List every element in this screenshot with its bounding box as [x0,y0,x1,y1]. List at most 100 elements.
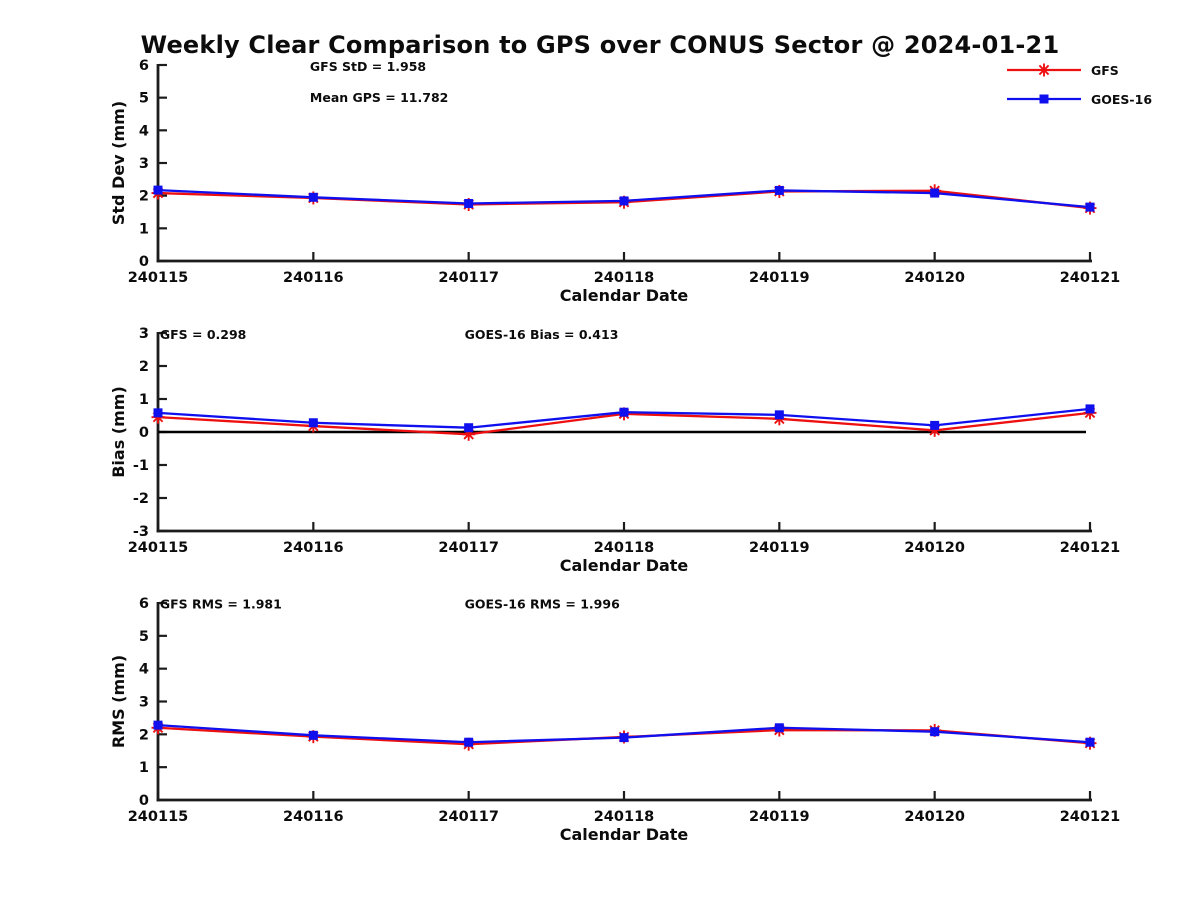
goes-16-marker [930,727,940,737]
y-tick-label: 5 [139,91,149,107]
x-tick-label: 240119 [749,540,810,556]
rms-annotation-1: GOES-16 RMS = 1.996 [465,597,620,612]
goes-16-marker [930,420,940,430]
y-tick-label: 0 [139,425,149,441]
y-tick-label: 1 [139,221,149,237]
x-tick-label: 240117 [438,270,499,286]
legend-label-goes16: GOES-16 [1091,91,1153,107]
goes-16-marker [1085,737,1095,747]
y-tick-label: 4 [139,123,149,139]
x-tick-label: 240121 [1060,809,1121,825]
x-tick-label: 240115 [128,809,189,825]
goes-16-marker [308,730,318,740]
legend-item-gfs: GFS [1004,59,1152,81]
legend-label-gfs: GFS [1091,62,1119,78]
y-tick-label: 1 [139,392,149,408]
stddev-y-ticks [159,63,167,263]
rms-axes [156,602,1092,802]
y-tick-label: 0 [139,254,149,270]
y-tick-label: -3 [133,524,149,540]
x-tick-label: 240117 [438,540,499,556]
y-tick-label: -2 [133,491,149,507]
goes-16-marker [1085,202,1095,212]
goes-16-marker [308,192,318,202]
y-tick-label: 6 [139,58,149,74]
legend: GFS GOES-16 [1004,59,1152,110]
gfs-line-marker-icon [1007,63,1081,77]
goes-16-marker [153,408,163,418]
goes-16-marker [619,196,629,206]
bias-x-ticks [156,522,1092,530]
x-tick-label: 240120 [904,809,965,825]
bias-annotation-0: GFS = 0.298 [160,327,247,342]
goes-16-marker [619,733,629,743]
bias-xlabel: Calendar Date [560,556,689,575]
figure-title: Weekly Clear Comparison to GPS over CONU… [140,31,1060,59]
stddev-goes-16-series [153,185,1095,212]
x-tick-label: 240115 [128,540,189,556]
rms-ylabel: RMS (mm) [109,655,128,748]
y-tick-label: 2 [139,359,149,375]
x-tick-label: 240120 [904,270,965,286]
x-tick-label: 240121 [1060,270,1121,286]
x-tick-label: 240117 [438,809,499,825]
stddev-annotation-0: GFS StD = 1.958 [310,59,426,74]
goes-16-marker [774,410,784,420]
bias-chart: -3 -2 -1 0 1 2 3 240115 240116 240117 240118 240119… [109,326,1120,575]
rms-goes-16-markers [153,720,1095,747]
goes-16-marker [1085,404,1095,414]
y-tick-label: 3 [139,695,149,711]
y-tick-label: 2 [139,727,149,743]
goes-16-marker [930,188,940,198]
x-tick-label: 240116 [283,540,344,556]
rms-x-ticks [156,791,1092,799]
goes-16-marker [774,723,784,733]
bias-y-ticks [159,331,167,533]
y-tick-label: 1 [139,760,149,776]
y-tick-label: 3 [139,156,149,172]
x-tick-label: 240116 [283,809,344,825]
legend-item-goes16: GOES-16 [1004,88,1152,110]
x-tick-label: 240121 [1060,540,1121,556]
goes-16-marker [464,423,474,433]
stddev-ylabel: Std Dev (mm) [109,101,128,225]
x-tick-label: 240118 [594,540,655,556]
goes-16-marker [308,418,318,428]
bias-annotation-1: GOES-16 Bias = 0.413 [465,327,619,342]
x-tick-label: 240119 [749,809,810,825]
goes-16-marker [464,737,474,747]
y-tick-label: -1 [133,458,149,474]
y-tick-label: 4 [139,662,149,678]
y-tick-label: 6 [139,596,149,612]
goes-16-marker [153,185,163,195]
legend-marker [1039,94,1049,104]
bias-goes-16-series [153,404,1095,433]
rms-goes-16-series [153,720,1095,747]
stddev-goes-16-markers [153,185,1095,212]
goes-16-marker [153,720,163,730]
y-tick-label: 3 [139,326,149,342]
stddev-chart: 0 1 2 3 4 5 6 240115 240116 240117 240118 240119 240… [109,58,1120,305]
rms-annotation-0: GFS RMS = 1.981 [160,597,282,612]
x-tick-label: 240118 [594,270,655,286]
bias-ylabel: Bias (mm) [109,386,128,478]
rms-xlabel: Calendar Date [560,825,689,844]
x-tick-label: 240115 [128,270,189,286]
stddev-axes [156,64,1092,263]
goes16-line-marker-icon [1007,94,1081,104]
x-tick-label: 240118 [594,809,655,825]
stddev-x-ticks [156,252,1092,260]
y-tick-label: 0 [139,793,149,809]
goes-16-marker [774,185,784,195]
x-tick-label: 240120 [904,540,965,556]
legend-marker [1037,63,1051,77]
bias-goes-16-markers [153,404,1095,433]
rms-chart: 0 1 2 3 4 5 6 240115 240116 240117 240118 240119 240… [109,596,1120,844]
goes-16-marker [464,199,474,209]
x-tick-label: 240119 [749,270,810,286]
stddev-xlabel: Calendar Date [560,286,689,305]
stddev-annotation-1: Mean GPS = 11.782 [310,90,448,105]
rms-y-ticks [159,601,167,802]
